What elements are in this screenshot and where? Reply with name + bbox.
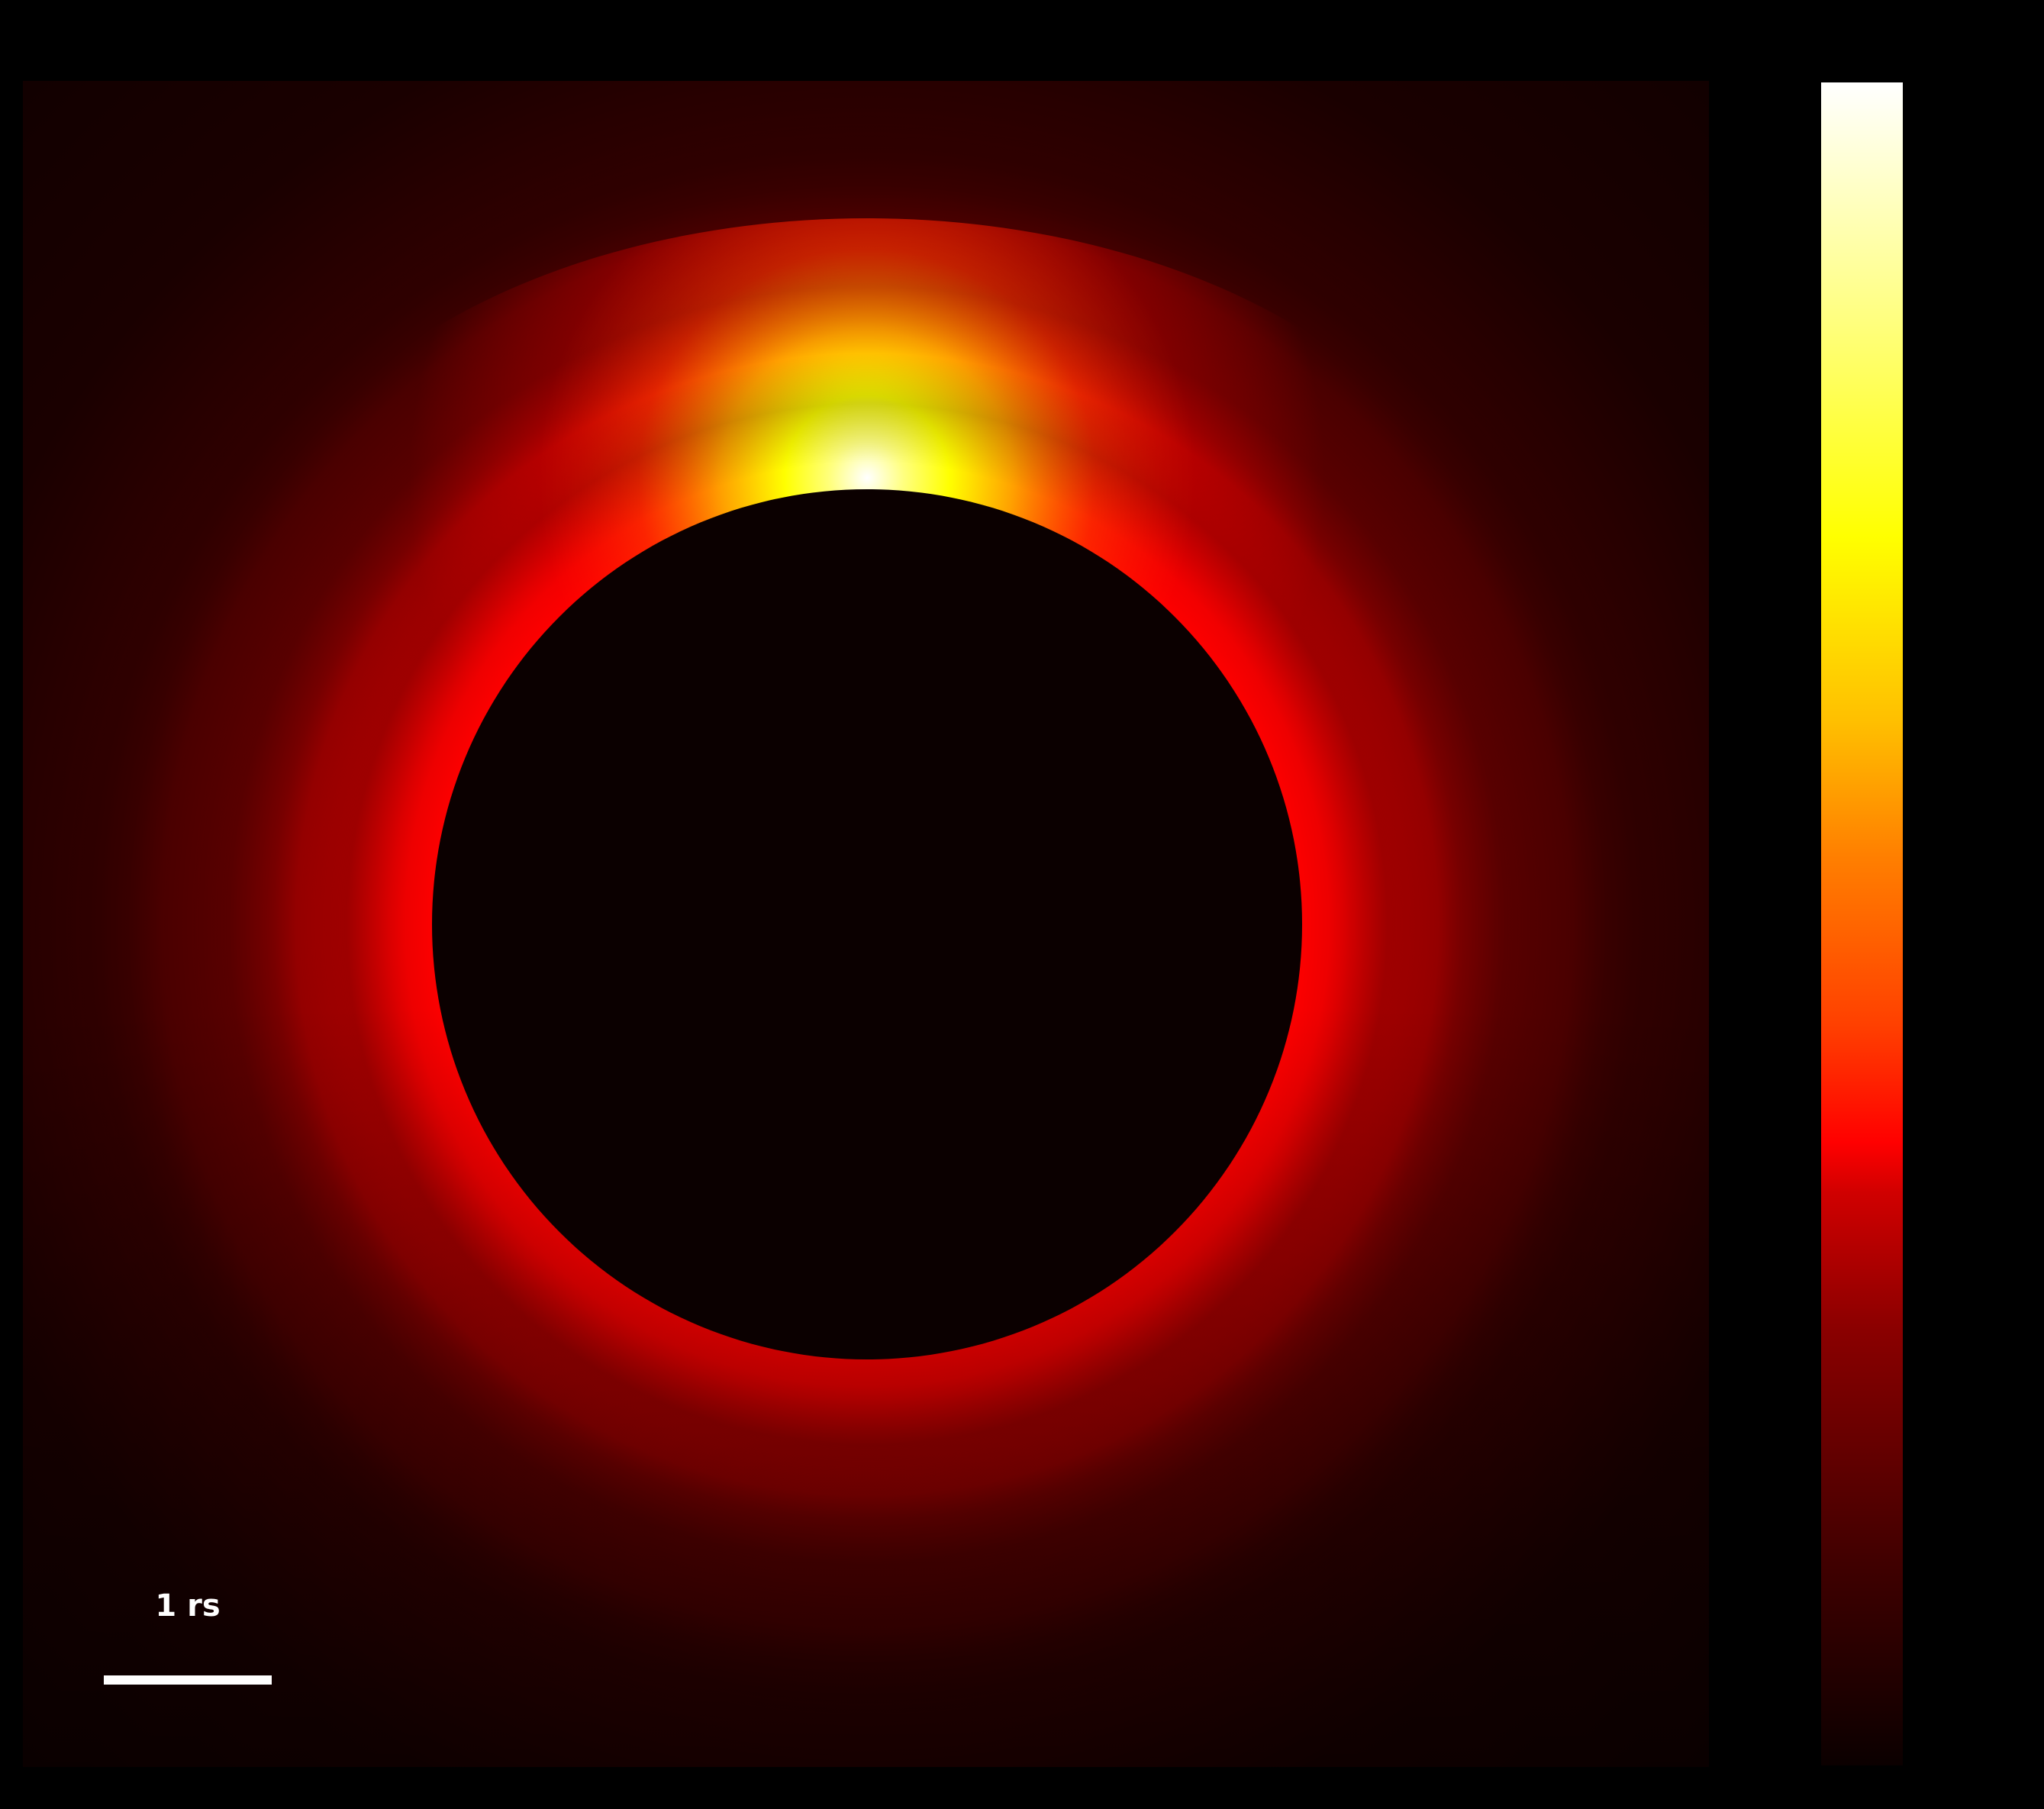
scalebar-label: 1 rs [155, 1588, 221, 1624]
colorbar [1821, 82, 1903, 1765]
occulter-disk [432, 489, 1302, 1359]
corona-image-svg [23, 81, 1709, 1767]
corona-image [23, 81, 1709, 1767]
scalebar-line [104, 1675, 272, 1685]
